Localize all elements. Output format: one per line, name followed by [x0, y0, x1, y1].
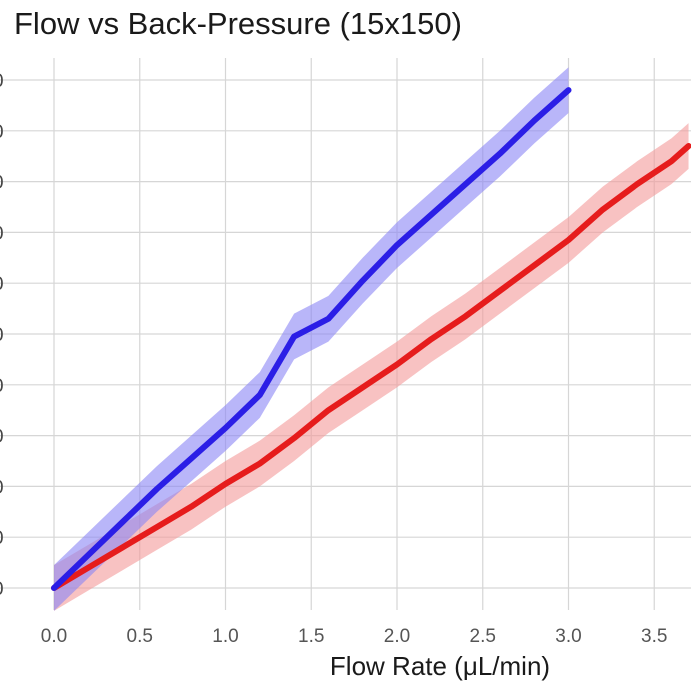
- y-tick-label: 0: [0, 427, 4, 448]
- y-tick-label: 0: [0, 528, 4, 549]
- series-line: [51, 87, 572, 591]
- y-tick-label: 0: [0, 173, 4, 194]
- y-tick-label: 0: [0, 325, 4, 346]
- x-tick-label: 0.0: [41, 626, 67, 647]
- y-tick-label: 0: [0, 223, 4, 244]
- x-tick-label: 0.5: [127, 626, 153, 647]
- x-tick-label: 2.0: [384, 626, 410, 647]
- y-tick-label: 0: [0, 477, 4, 498]
- series-line: [51, 143, 691, 591]
- y-tick-label: 0: [0, 579, 4, 600]
- x-tick-label: 3.0: [555, 626, 581, 647]
- y-axis-ticks: 0 0 0 0 0 0 0 0 0 0 0: [0, 71, 4, 600]
- x-axis-label: Flow Rate (μL/min): [330, 651, 550, 681]
- y-tick-label: 0: [0, 376, 4, 397]
- x-tick-label: 1.0: [212, 626, 238, 647]
- y-tick-label: 0: [0, 122, 4, 143]
- x-axis-ticks: 0.0 0.5 1.0 1.5 2.0 2.5 3.0 3.5: [41, 626, 668, 647]
- series-lines: [51, 87, 691, 591]
- x-tick-label: 2.5: [470, 626, 496, 647]
- x-tick-label: 3.5: [641, 626, 667, 647]
- y-tick-label: 0: [0, 274, 4, 295]
- y-tick-label: 0: [0, 71, 4, 92]
- x-tick-label: 1.5: [298, 626, 324, 647]
- chart-title: Flow vs Back-Pressure (15x150): [14, 6, 462, 41]
